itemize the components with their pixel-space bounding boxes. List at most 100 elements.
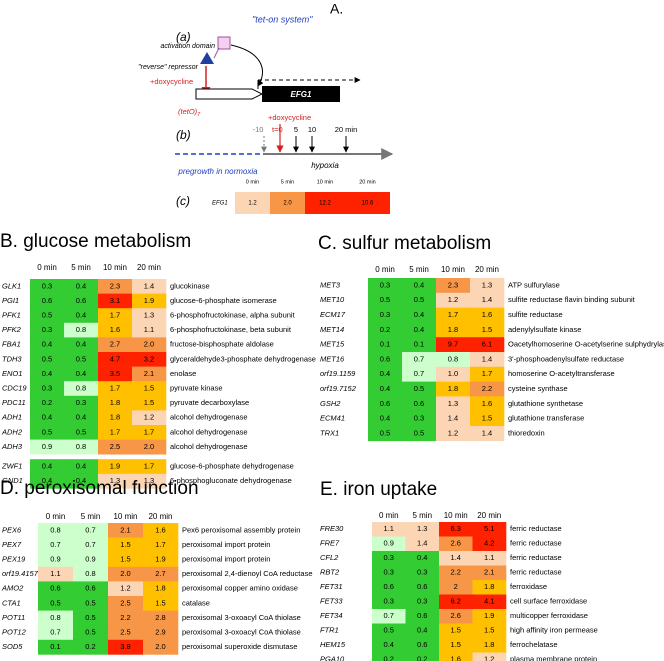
gene-description: ferrochelatase (510, 640, 558, 649)
heat-cell (405, 536, 440, 552)
cell-value: 0.8 (448, 354, 458, 363)
gene-description: 3'-phosphoadenylsulfate reductase (508, 354, 624, 363)
cell-value: 10.6 (362, 201, 374, 207)
cell-value: 6.1 (482, 340, 492, 349)
cell-value: 2.0 (144, 442, 154, 451)
gene-description: peroxisomal copper amino oxidase (182, 584, 298, 593)
gene-description: ATP sulfurylase (508, 280, 560, 289)
heat-cell (470, 278, 505, 294)
cell-value: 0.4 (42, 413, 52, 422)
cell-value: 2.5 (120, 627, 130, 636)
heat-cell (38, 566, 74, 582)
heat-cell (38, 523, 74, 538)
hypoxia-label: hypoxia (311, 161, 339, 170)
heat-cell (470, 396, 505, 412)
system-label: "tet-on system" (252, 14, 313, 24)
heat-cell (472, 609, 507, 624)
cell-value: 1.3 (482, 280, 492, 289)
heat-cell (73, 610, 109, 626)
heat-cell (30, 425, 65, 440)
gene-name: ENO1 (2, 369, 22, 378)
sub-label: (b) (176, 128, 191, 142)
column-header: 20 min (477, 511, 501, 520)
cell-value: 3.8 (120, 642, 130, 651)
heat-cell (98, 366, 133, 382)
sub-label: (a) (176, 30, 191, 44)
cell-value: 1.2 (484, 655, 494, 661)
heat-cell (108, 596, 144, 611)
gene-description: pyruvate kinase (170, 383, 223, 392)
cell-value: 2.2 (451, 568, 461, 577)
cell-value: 2.9 (155, 627, 165, 636)
heat-cell (108, 566, 144, 582)
heat-cell (30, 439, 65, 455)
heat-cell (64, 308, 99, 324)
cell-value: 0.3 (384, 553, 394, 562)
cell-value: 0.3 (380, 280, 390, 289)
cell-value: 1.2 (448, 428, 458, 437)
operator: (tetO) (178, 107, 198, 116)
heat-cell (402, 352, 437, 368)
heat-cell (108, 581, 144, 597)
heat-cell (405, 623, 440, 639)
heat-cell (30, 337, 65, 353)
heat-cell (132, 279, 167, 294)
cell-value: 2.3 (448, 280, 458, 289)
cell-value: 0.3 (384, 597, 394, 606)
column-header: 5 min (281, 179, 294, 185)
gene-name: PEX6 (2, 525, 22, 534)
time-label: 10 (308, 125, 316, 134)
time-label: t=0 (272, 125, 283, 134)
column-header: 0 min (246, 179, 259, 185)
cell-value: 1.4 (417, 539, 427, 548)
heat-cell (108, 639, 144, 655)
gene-description: alcohol dehydrogenase (170, 413, 248, 422)
cell-value: 0.9 (85, 554, 95, 563)
cell-value: 1.1 (484, 553, 494, 562)
gene-name: FET34 (320, 611, 343, 620)
cell-value: 1.4 (451, 553, 461, 562)
gene-name: ECM41 (320, 414, 345, 423)
gene-description: cysteine synthase (508, 384, 568, 393)
cell-value: 0.3 (380, 310, 390, 319)
heat-cell (405, 609, 440, 624)
cell-value: 0.4 (414, 325, 424, 334)
cell-value: 1.3 (417, 524, 427, 533)
gene-name: GND1 (2, 476, 23, 485)
heat-cell (372, 638, 406, 653)
heat-cell (405, 594, 440, 610)
cell-value: 6.3 (451, 524, 461, 533)
cell-value: 0.4 (76, 310, 86, 319)
gene-name: ADH3 (1, 442, 23, 451)
gene-description: pyruvate decarboxylase (170, 398, 249, 407)
heat-cell (439, 609, 473, 624)
heat-cell (30, 395, 65, 411)
heat-cell (470, 322, 505, 338)
cell-value: 0.3 (76, 398, 86, 407)
cell-value: 1.7 (448, 310, 458, 319)
cell-value: 1.4 (482, 295, 492, 304)
gene-description: ferroxidase (510, 582, 547, 591)
heat-cell (64, 381, 99, 397)
cell-value: 0.6 (384, 582, 394, 591)
heat-cell (470, 307, 505, 323)
heat-cell (108, 537, 144, 553)
cell-value: 0.3 (417, 597, 427, 606)
cell-value: 0.6 (42, 296, 52, 305)
heat-cell (436, 396, 471, 412)
cell-value: 2.1 (120, 525, 130, 534)
cell-value: 1.5 (120, 540, 130, 549)
heat-cell (64, 439, 99, 455)
heat-cell (402, 411, 437, 427)
cell-value: 1.8 (484, 640, 494, 649)
pregrowth-label: pregrowth in normoxia (177, 167, 258, 176)
cell-value: 0.4 (417, 626, 427, 635)
cell-value: 5.1 (484, 524, 494, 533)
heat-cell (132, 366, 167, 382)
gene-description: glutathione synthetase (508, 399, 583, 408)
heat-cell (405, 522, 440, 537)
promoter (195, 88, 264, 100)
cell-value: 0.7 (85, 525, 95, 534)
heat-cell (439, 594, 473, 610)
heat-cell (98, 425, 133, 440)
